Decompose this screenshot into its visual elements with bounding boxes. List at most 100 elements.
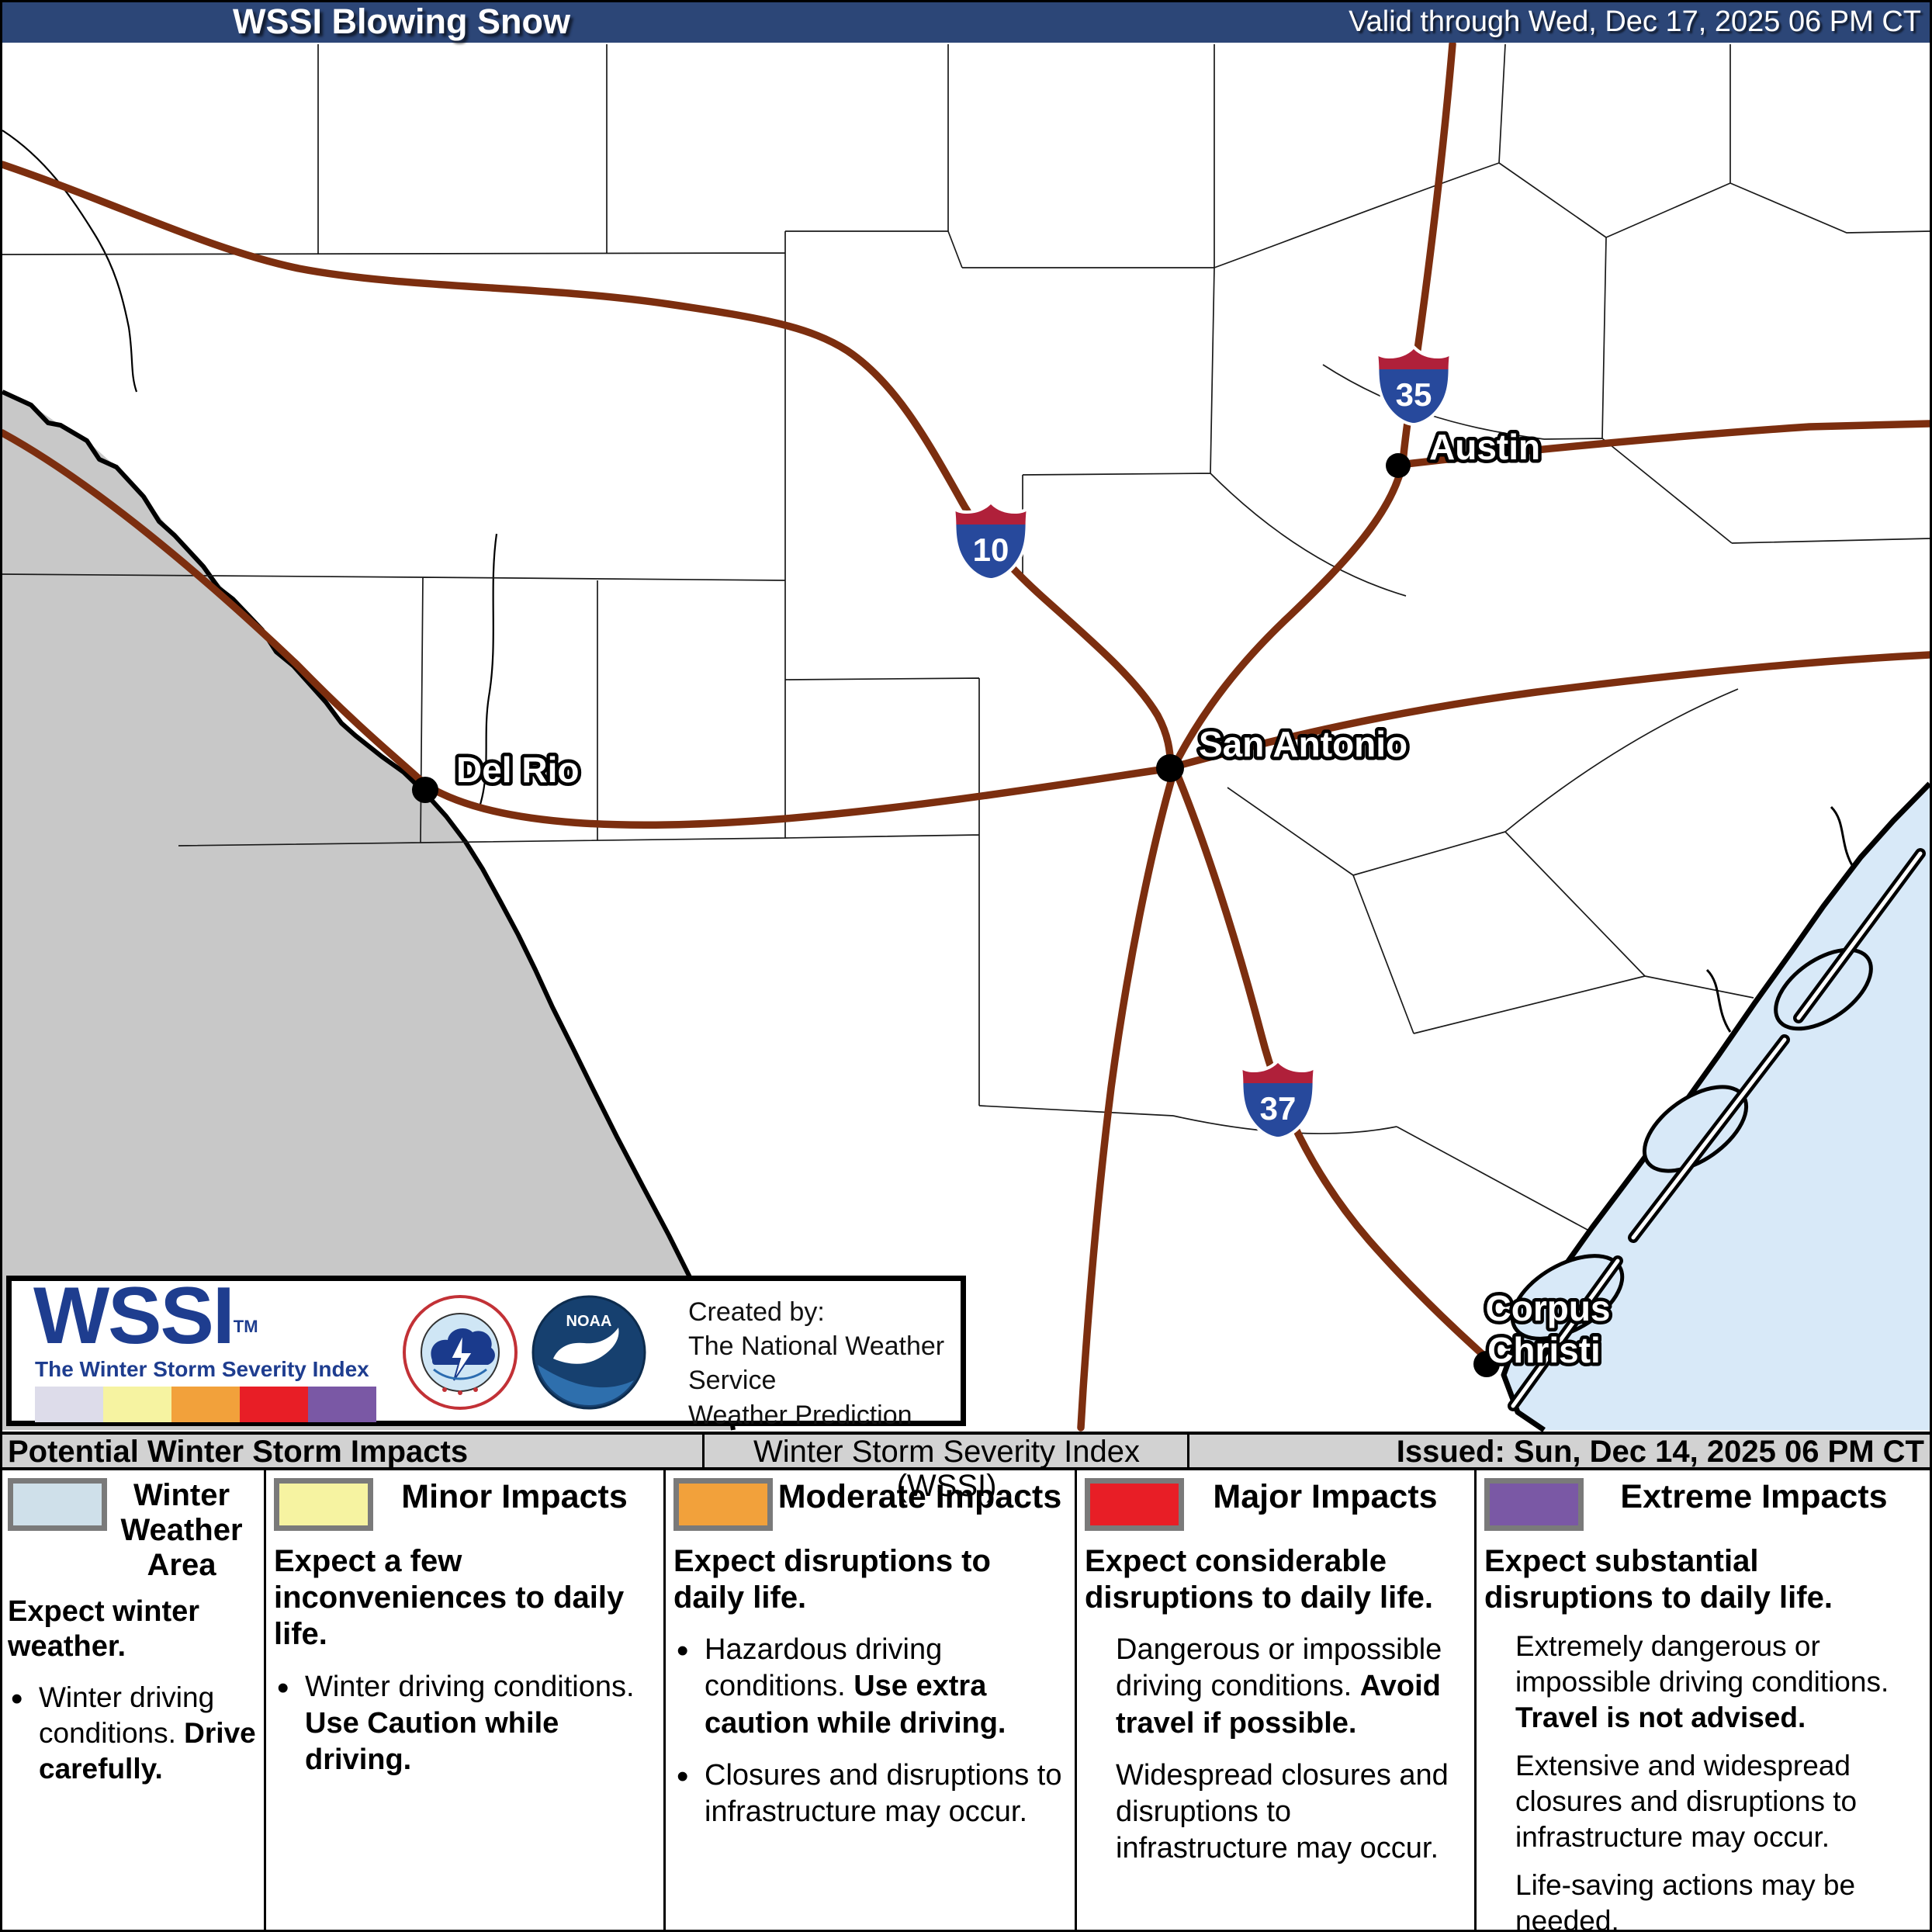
city-labels: Austin San Antonio Del Rio Corpus Christ… <box>453 424 1615 1374</box>
legend-col-minor-impacts: Minor Impacts Expect a few inconvenience… <box>266 1470 663 1930</box>
texas-map: 35 10 37 Austin San Anto <box>0 40 1932 1432</box>
scale-chip-extreme <box>308 1387 376 1422</box>
minor-swatch <box>274 1478 373 1531</box>
river-lines <box>2 130 498 808</box>
winter-title-line2: Weather <box>120 1512 243 1547</box>
extreme-item-1-bold: Travel is not advised. <box>1515 1702 1806 1734</box>
page-title: WSSI Blowing Snow <box>233 2 570 41</box>
winter-item-1-bold: Drive carefully. <box>39 1716 256 1785</box>
corpus-christi-label-line2: Christi <box>1487 1330 1601 1370</box>
noaa-logo-text: NOAA <box>566 1313 612 1330</box>
scale-chip-winter <box>35 1387 103 1422</box>
legend-col-winter-weather-area: Winter Weather Area Expect winter weathe… <box>0 1470 264 1930</box>
extreme-item-2-text: Extensive and widespread closures and di… <box>1515 1750 1858 1853</box>
wssi-logo-text: WSSITM <box>33 1270 258 1362</box>
nws-logo-icon <box>403 1295 518 1410</box>
issued-timestamp: Issued: Sun, Dec 14, 2025 06 PM CT <box>1396 1435 1924 1469</box>
scale-chip-minor <box>103 1387 171 1422</box>
minor-title: Minor Impacts <box>401 1478 628 1515</box>
interstate-35-shield-icon: 35 <box>1379 349 1449 423</box>
interstate-10-number: 10 <box>973 531 1009 568</box>
major-swatch <box>1085 1478 1184 1531</box>
noaa-logo-icon: NOAA <box>531 1295 646 1410</box>
moderate-lead: Expect disruptions to daily life. <box>673 1544 991 1615</box>
wssi-tagline: The Winter Storm Severity Index <box>35 1357 369 1381</box>
valid-through-text: Valid through Wed, Dec 17, 2025 06 PM CT <box>1349 5 1921 38</box>
extreme-title: Extreme Impacts <box>1620 1478 1888 1515</box>
bar-divider-1 <box>702 1435 705 1467</box>
major-item-1-bold: Avoid travel if possible. <box>1116 1670 1441 1740</box>
impacts-legend: Winter Weather Area Expect winter weathe… <box>0 1470 1932 1932</box>
legend-col-extreme-impacts: Extreme Impacts Expect substantial disru… <box>1477 1470 1932 1932</box>
minor-item-1-bold: Use Caution while driving. <box>305 1706 559 1776</box>
wssi-logo-box: WSSITM The Winter Storm Severity Index <box>6 1271 966 1464</box>
moderate-swatch <box>673 1478 773 1531</box>
moderate-item-2: Closures and disruptions to infrastructu… <box>673 1756 1067 1830</box>
austin-dot <box>1386 453 1411 478</box>
interstate-10-shield-icon: 10 <box>956 504 1027 578</box>
scale-chip-moderate <box>171 1387 240 1422</box>
major-item-2-text: Widespread closures and disruptions to i… <box>1116 1758 1449 1864</box>
major-item-1-text: Dangerous or impossible driving conditio… <box>1116 1633 1442 1703</box>
created-by-line1: Created by: <box>688 1297 825 1327</box>
header-bar: WSSI Blowing Snow Valid through Wed, Dec… <box>0 0 1932 43</box>
winter-title-line3: Area <box>147 1547 216 1582</box>
wssi-word: WSSI <box>33 1271 235 1361</box>
major-item-2: Widespread closures and disruptions to i… <box>1085 1757 1466 1867</box>
minor-item-1-text: Winter driving conditions. <box>305 1670 635 1703</box>
interstate-37-shield-icon: 37 <box>1243 1063 1314 1137</box>
issued-bar: Potential Winter Storm Impacts Winter St… <box>0 1432 1932 1503</box>
san-antonio-label: San Antonio <box>1199 724 1407 764</box>
extreme-swatch <box>1484 1478 1584 1531</box>
extreme-item-1-text: Extremely dangerous or impossible drivin… <box>1515 1630 1889 1698</box>
major-item-1: Dangerous or impossible driving conditio… <box>1085 1632 1466 1741</box>
moderate-item-1-bold: Use extra caution while driving. <box>705 1670 1006 1740</box>
austin-label: Austin <box>1429 427 1540 467</box>
wssi-trademark: TM <box>233 1317 258 1336</box>
winter-item-1-text: Winter driving conditions. <box>39 1681 215 1749</box>
legend-divider-2 <box>663 1470 666 1930</box>
del-rio-dot <box>412 777 438 803</box>
winter-item-1: Winter driving conditions. Drive careful… <box>8 1678 256 1787</box>
moderate-item-1: Hazardous driving conditions. Use extra … <box>673 1630 1067 1741</box>
winter-weather-title: Winter Weather Area <box>107 1478 256 1582</box>
san-antonio-dot <box>1156 754 1184 782</box>
winter-lead: Expect winter weather. <box>8 1595 200 1664</box>
extreme-item-1: Extremely dangerous or impossible drivin… <box>1484 1629 1924 1736</box>
moderate-item-2-text: Closures and disruptions to infrastructu… <box>705 1758 1062 1828</box>
impacts-bar-title: Potential Winter Storm Impacts <box>8 1435 469 1469</box>
corpus-christi-label-line1: Corpus <box>1486 1288 1611 1328</box>
legend-col-major-impacts: Major Impacts Expect considerable disrup… <box>1077 1470 1474 1930</box>
winter-weather-swatch <box>8 1478 107 1531</box>
major-lead: Expect considerable disruptions to daily… <box>1085 1544 1433 1615</box>
extreme-item-3: Life-saving actions may be needed. <box>1484 1868 1924 1932</box>
major-title: Major Impacts <box>1213 1478 1438 1515</box>
map-area: 35 10 37 Austin San Anto <box>0 40 1932 1432</box>
legend-divider-1 <box>264 1470 266 1930</box>
scale-chip-major <box>240 1387 308 1422</box>
wssi-color-scale <box>35 1387 376 1422</box>
interstate-35-number: 35 <box>1396 376 1432 413</box>
mexico-region <box>2 392 733 1430</box>
extreme-item-2: Extensive and widespread closures and di… <box>1484 1748 1924 1855</box>
corpus-christi-dot <box>1473 1351 1500 1377</box>
extreme-lead: Expect substantial disruptions to daily … <box>1484 1544 1833 1615</box>
barrier-islands <box>1508 848 1926 1411</box>
county-boundaries <box>2 43 1930 1231</box>
minor-lead: Expect a few inconveniences to daily lif… <box>274 1544 625 1652</box>
legend-divider-3 <box>1075 1470 1077 1930</box>
moderate-title: Moderate Impacts <box>777 1478 1062 1515</box>
minor-item-1: Winter driving conditions. Use Caution w… <box>274 1667 656 1778</box>
legend-col-moderate-impacts: Moderate Impacts Expect disruptions to d… <box>666 1470 1075 1930</box>
winter-title-line1: Winter <box>133 1478 230 1512</box>
interstate-37-number: 37 <box>1260 1090 1297 1127</box>
wssi-bar-subtitle: Winter Storm Severity Index (WSSI) <box>753 1435 1140 1503</box>
bar-divider-2 <box>1187 1435 1189 1467</box>
created-by-block: Created by: The National Weather Service… <box>688 1295 961 1466</box>
created-by-line2: The National Weather Service <box>688 1331 945 1396</box>
city-dots <box>412 453 1500 1377</box>
legend-divider-4 <box>1474 1470 1477 1930</box>
moderate-item-1-text: Hazardous driving conditions. <box>705 1633 943 1703</box>
rio-grande-border <box>1 390 736 1431</box>
del-rio-label: Del Rio <box>456 750 579 790</box>
